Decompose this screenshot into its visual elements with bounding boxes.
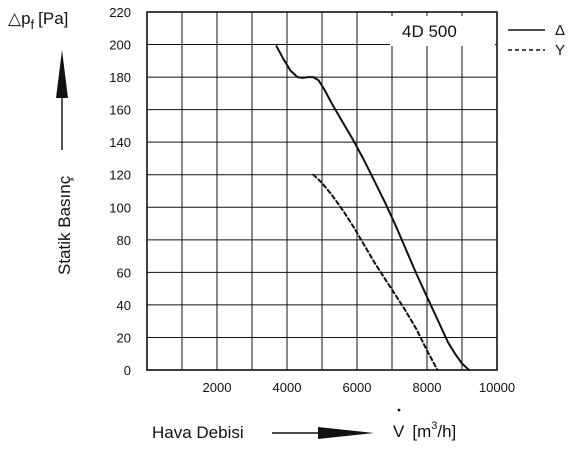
y-tick-label: 220	[109, 5, 131, 20]
chart-title: 4D 500	[402, 22, 457, 41]
model-label-box	[390, 16, 495, 46]
y-tick-label: 180	[109, 70, 131, 85]
series-line-delta	[275, 45, 470, 371]
x-tick-label: 6000	[343, 380, 372, 395]
x-tick-label: 2000	[203, 380, 232, 395]
x-axis-symbol: V [m3/h]	[393, 420, 456, 441]
y-axis-symbol: △pf [Pa]	[8, 9, 68, 32]
y-tick-labels: 0 20 40 60 80 100 120 140 160 180 200 220	[109, 5, 131, 378]
y-tick-label: 120	[109, 168, 131, 183]
x-tick-label: 4000	[273, 380, 302, 395]
series-lines	[275, 45, 470, 371]
x-tick-label: 10000	[479, 380, 515, 395]
grid-lines	[147, 12, 497, 370]
y-tick-label: 140	[109, 135, 131, 150]
series-line-y	[312, 173, 439, 371]
x-tick-label: 8000	[413, 380, 442, 395]
x-tick-labels: 2000 4000 6000 8000 10000	[203, 380, 516, 395]
y-tick-label: 200	[109, 38, 131, 53]
legend-label-y: Y	[555, 42, 565, 59]
plot-frame	[146, 11, 498, 371]
y-tick-label: 100	[109, 200, 131, 215]
legend-label-delta: Δ	[555, 22, 565, 39]
y-tick-label: 160	[109, 103, 131, 118]
x-symbol-dot	[397, 408, 401, 412]
y-tick-label: 80	[117, 233, 131, 248]
x-axis-arrow-head	[318, 427, 374, 439]
y-axis-arrow-head	[56, 50, 68, 98]
y-tick-label: 0	[124, 363, 131, 378]
x-axis-label: Hava Debisi	[152, 423, 244, 442]
y-axis-label: Statik Basınç	[55, 175, 74, 275]
y-tick-label: 40	[117, 298, 131, 313]
y-tick-label: 60	[117, 265, 131, 280]
y-tick-label: 20	[117, 330, 131, 345]
